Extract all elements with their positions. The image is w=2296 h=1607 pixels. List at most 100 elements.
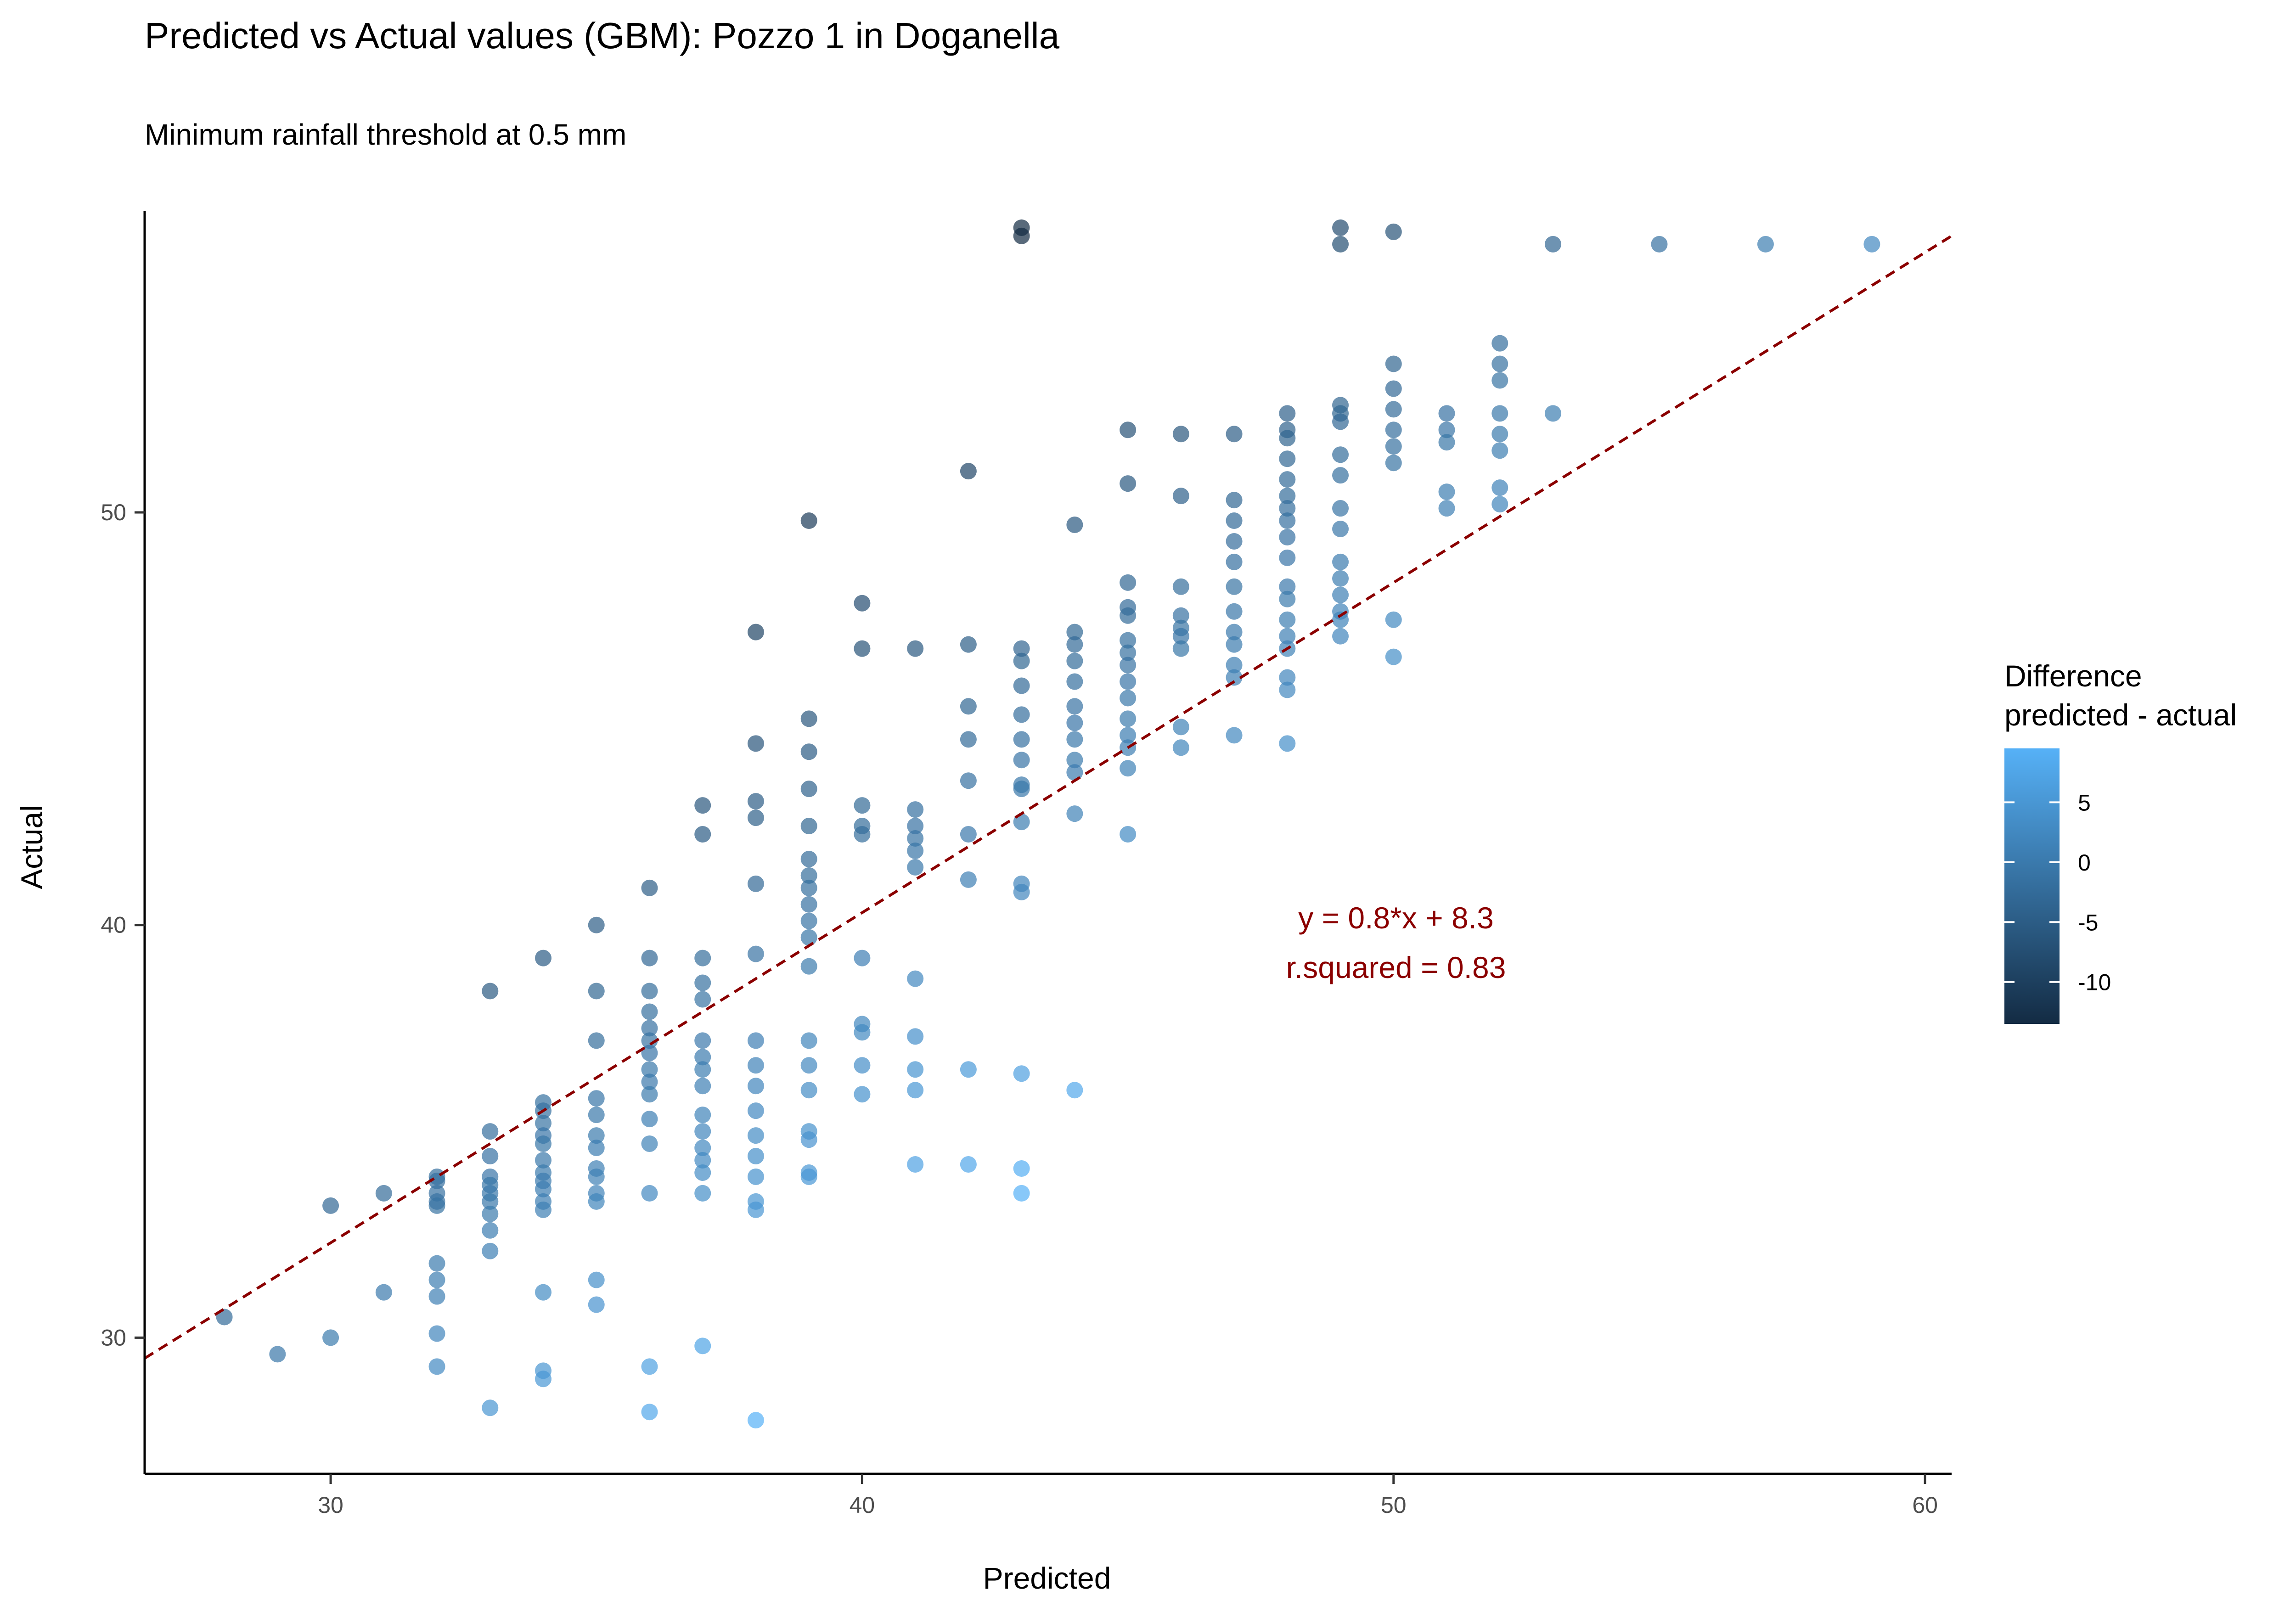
data-point [428, 1255, 445, 1272]
data-point [747, 624, 764, 641]
data-point [1172, 640, 1189, 657]
data-point [1332, 413, 1349, 430]
fit-equation-label: y = 0.8*x + 8.3 [1298, 901, 1494, 935]
data-point [1172, 739, 1189, 756]
data-point [694, 1032, 711, 1049]
data-point [1279, 488, 1296, 505]
data-point [322, 1197, 339, 1214]
data-point [1066, 698, 1083, 715]
data-point [1120, 644, 1137, 661]
data-point [1226, 669, 1243, 686]
data-point [1651, 236, 1668, 253]
data-point [907, 1028, 924, 1045]
data-point [1279, 611, 1296, 628]
data-point [747, 1102, 764, 1119]
data-point [1491, 355, 1508, 372]
legend-title-line-1: Difference [2004, 659, 2142, 693]
data-point [800, 929, 817, 946]
data-point [1279, 590, 1296, 607]
data-point [1226, 533, 1243, 550]
data-point [800, 512, 817, 529]
fit-line [144, 235, 1953, 1360]
data-point [1226, 603, 1243, 620]
data-point [747, 1127, 764, 1144]
data-point [800, 958, 817, 975]
data-point [1066, 517, 1083, 534]
data-point [1332, 628, 1349, 645]
data-point [322, 1329, 339, 1346]
data-point [588, 1032, 605, 1049]
data-point [1120, 727, 1137, 744]
data-point [1279, 405, 1296, 422]
data-point [375, 1185, 392, 1202]
x-tick-label: 50 [1381, 1492, 1407, 1518]
data-point [269, 1346, 286, 1363]
data-point [694, 1107, 711, 1124]
data-point [482, 1399, 499, 1416]
data-point [1863, 236, 1880, 253]
legend-colorbar [2004, 748, 2060, 1024]
data-point [694, 1337, 711, 1354]
data-point [1013, 781, 1030, 798]
y-ticks: 30 40 50 [101, 500, 145, 1350]
data-point [747, 1057, 764, 1074]
data-point [1279, 681, 1296, 698]
data-point [1120, 710, 1137, 727]
data-point [1491, 442, 1508, 459]
data-point [907, 801, 924, 818]
data-point [1066, 636, 1083, 653]
data-point [588, 983, 605, 1000]
data-point [588, 1193, 605, 1210]
data-point [641, 1086, 658, 1103]
data-point [960, 731, 977, 748]
r-squared-label: r.squared = 0.83 [1286, 950, 1506, 984]
data-point [588, 916, 605, 933]
data-point [1226, 426, 1243, 443]
data-point [747, 875, 764, 892]
x-ticks: 30 40 50 60 [318, 1474, 1938, 1518]
data-point [641, 1185, 658, 1202]
data-point [1438, 500, 1455, 517]
data-point [1279, 669, 1296, 686]
data-point [1120, 657, 1137, 674]
data-point [1013, 1065, 1030, 1082]
data-point [747, 1032, 764, 1049]
data-point [960, 463, 977, 480]
data-point [1279, 578, 1296, 595]
data-point [1279, 471, 1296, 488]
data-point [1279, 450, 1296, 467]
data-point [1226, 657, 1243, 674]
data-point [1544, 405, 1561, 422]
data-point [1385, 438, 1402, 455]
data-point [854, 797, 871, 814]
legend-tick-label: -5 [2078, 910, 2098, 935]
data-point [960, 636, 977, 653]
data-point [375, 1284, 392, 1301]
data-point [800, 781, 817, 798]
data-point [641, 1135, 658, 1152]
data-point [694, 991, 711, 1008]
legend-tick-label: -10 [2078, 970, 2111, 995]
data-point [1226, 624, 1243, 641]
data-point [694, 1123, 711, 1140]
data-point [854, 1024, 871, 1041]
data-point [907, 1061, 924, 1078]
data-point [1385, 223, 1402, 240]
data-point [1013, 652, 1030, 669]
x-tick-label: 40 [850, 1492, 875, 1518]
data-point [1491, 405, 1508, 422]
data-point [1013, 227, 1030, 244]
data-point [1332, 467, 1349, 484]
data-point [800, 850, 817, 867]
data-point [641, 1073, 658, 1090]
data-point [428, 1325, 445, 1342]
data-point [1120, 690, 1137, 707]
data-point [1279, 512, 1296, 529]
data-point [1172, 607, 1189, 624]
data-point [747, 945, 764, 962]
data-point [1066, 731, 1083, 748]
data-point [960, 826, 977, 843]
data-point [1226, 512, 1243, 529]
data-point [1332, 586, 1349, 603]
data-point [800, 1131, 817, 1148]
